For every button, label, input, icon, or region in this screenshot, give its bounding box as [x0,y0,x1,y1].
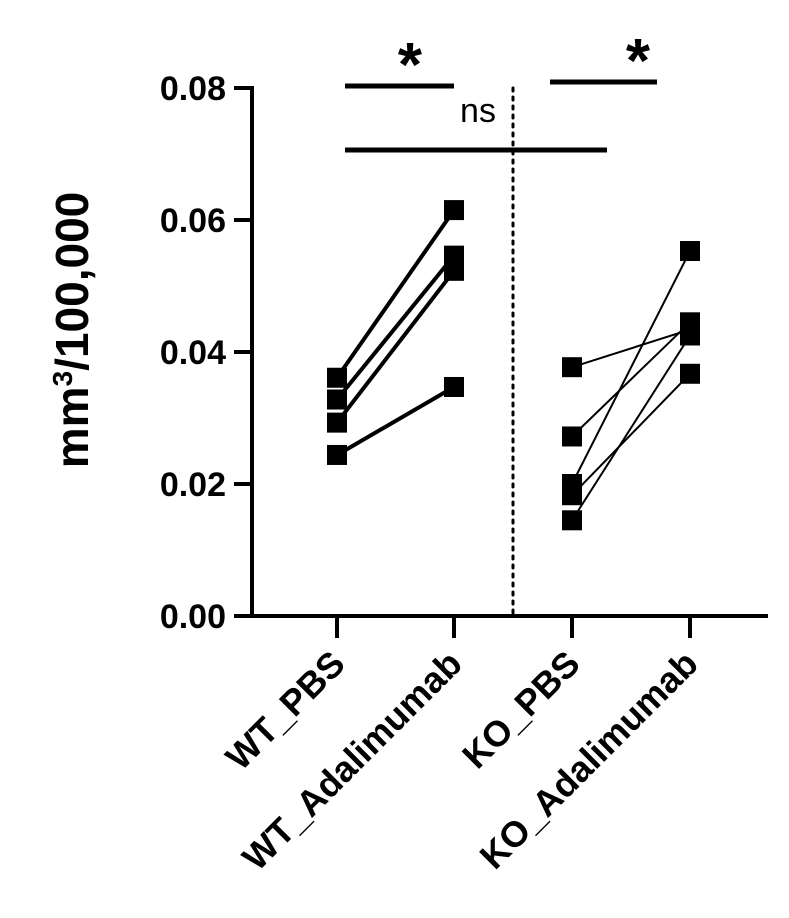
data-point [562,357,582,378]
pair-line [335,269,456,424]
significance-star-wt: * [398,31,423,100]
data-point [680,325,700,346]
pair-line [571,373,691,496]
pair-line [335,254,456,401]
data-point [327,412,347,433]
y-tick-label: 0.04 [160,334,226,372]
data-point [327,389,347,410]
y-tick-label: 0.02 [160,466,226,504]
data-point [444,260,464,281]
data-point [680,241,700,262]
y-axis-label-sup: 3 [47,371,78,387]
data-point [562,485,582,506]
x-tick-label: WT_Adalimumab [234,643,469,878]
data-point [444,245,464,266]
data-point [562,510,582,531]
data-point [562,426,582,447]
pair-line [571,328,691,369]
data-point [327,444,347,465]
pair-line [571,321,691,438]
significance-ns-label: ns [460,92,496,130]
y-axis-label-rest: /100,000 [46,192,98,371]
y-tick-label: 0.06 [160,202,226,240]
significance-star-ko: * [626,27,651,96]
y-tick-label: 0.08 [160,70,226,108]
pair-line [571,334,691,521]
data-point [680,363,700,384]
y-axis-label: mm3/100,000 [46,192,98,468]
x-tick-label: KO_Adalimumab [472,643,706,877]
points-layer [327,200,700,531]
y-tick-label: 0.00 [160,598,226,636]
pair-line [571,250,691,485]
pair-line [335,208,456,379]
pair-line [335,385,456,457]
data-point [444,376,464,397]
y-axis-label-text: mm3/100,000 [46,192,98,468]
data-point [444,200,464,221]
y-axis-label-main: mm [46,386,98,468]
annotations-layer: * * ns [345,27,657,618]
pair-lines-layer [335,208,691,521]
data-point [327,367,347,388]
axes-layer: 0.000.020.040.060.08WT_PBSWT_AdalimumabK… [160,70,768,878]
